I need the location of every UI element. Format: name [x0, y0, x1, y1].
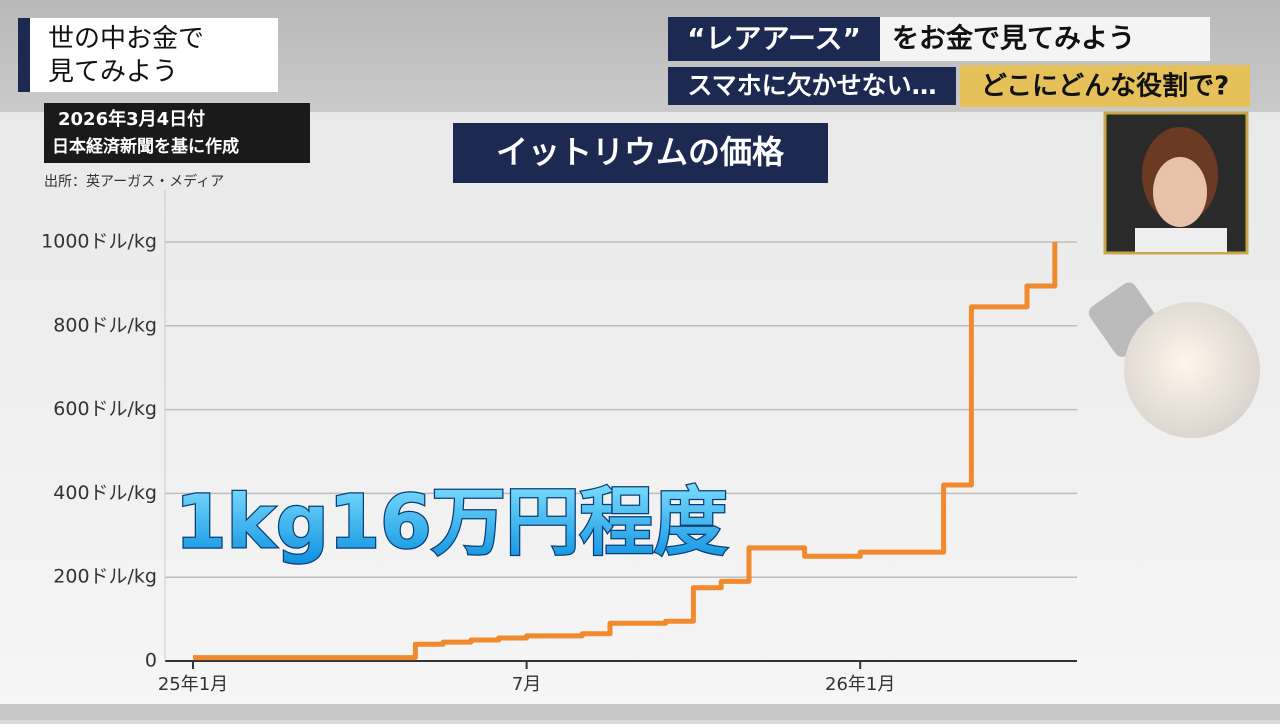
logo-box: [18, 18, 278, 92]
x-tick-label: 25年1月: [158, 674, 228, 695]
y-tick-label: 400ドル/kg: [53, 482, 157, 504]
y-tick-label: 1000ドル/kg: [41, 231, 157, 253]
sub-left-box: [668, 67, 956, 105]
note: 日本経済新聞を基に作成: [52, 136, 239, 157]
bulb: [1124, 302, 1260, 438]
bottom-band: [0, 704, 1280, 720]
source: 出所：英アーガス・メディア: [44, 173, 224, 190]
topic-rest: をお金で見てみよう: [892, 23, 1135, 55]
x-tick-label: 7月: [512, 674, 541, 695]
sub-right: どこにどんな役割で?: [981, 71, 1229, 102]
sub-left: スマホに欠かせない…: [687, 71, 936, 100]
logo-text: 世の中お金で: [48, 24, 204, 54]
chart-title-box: [453, 123, 828, 183]
y-tick-label: 0: [145, 650, 157, 672]
x-tick-label: 26年1月: [825, 674, 895, 695]
presenter-face: [1153, 157, 1207, 227]
date-box: [44, 103, 310, 163]
y-tick-label: 600ドル/kg: [53, 398, 157, 420]
plot: 0 200ドル/kg 400ドル/kg 600ドル/kg 800ドル/kg 1000ドル/…: [41, 190, 1077, 695]
topic-box: [668, 17, 880, 61]
chart-title: イットリウムの価格: [496, 133, 785, 171]
y-tick-label: 200ドル/kg: [53, 566, 157, 588]
topic-highlight: “レアアース”: [687, 22, 861, 55]
y-tick-label: 800ドル/kg: [53, 314, 157, 336]
price-line: [193, 242, 1058, 661]
logo-bar: [18, 18, 30, 92]
annotation: 1kg16万円程度: [175, 480, 728, 566]
sub-right-box: [960, 65, 1250, 107]
logo-text: 見てみよう: [48, 57, 178, 87]
topic-rest-box: [880, 17, 1210, 61]
date: 2026年3月4日付: [58, 108, 205, 130]
presenter-clothes: [1135, 228, 1227, 252]
